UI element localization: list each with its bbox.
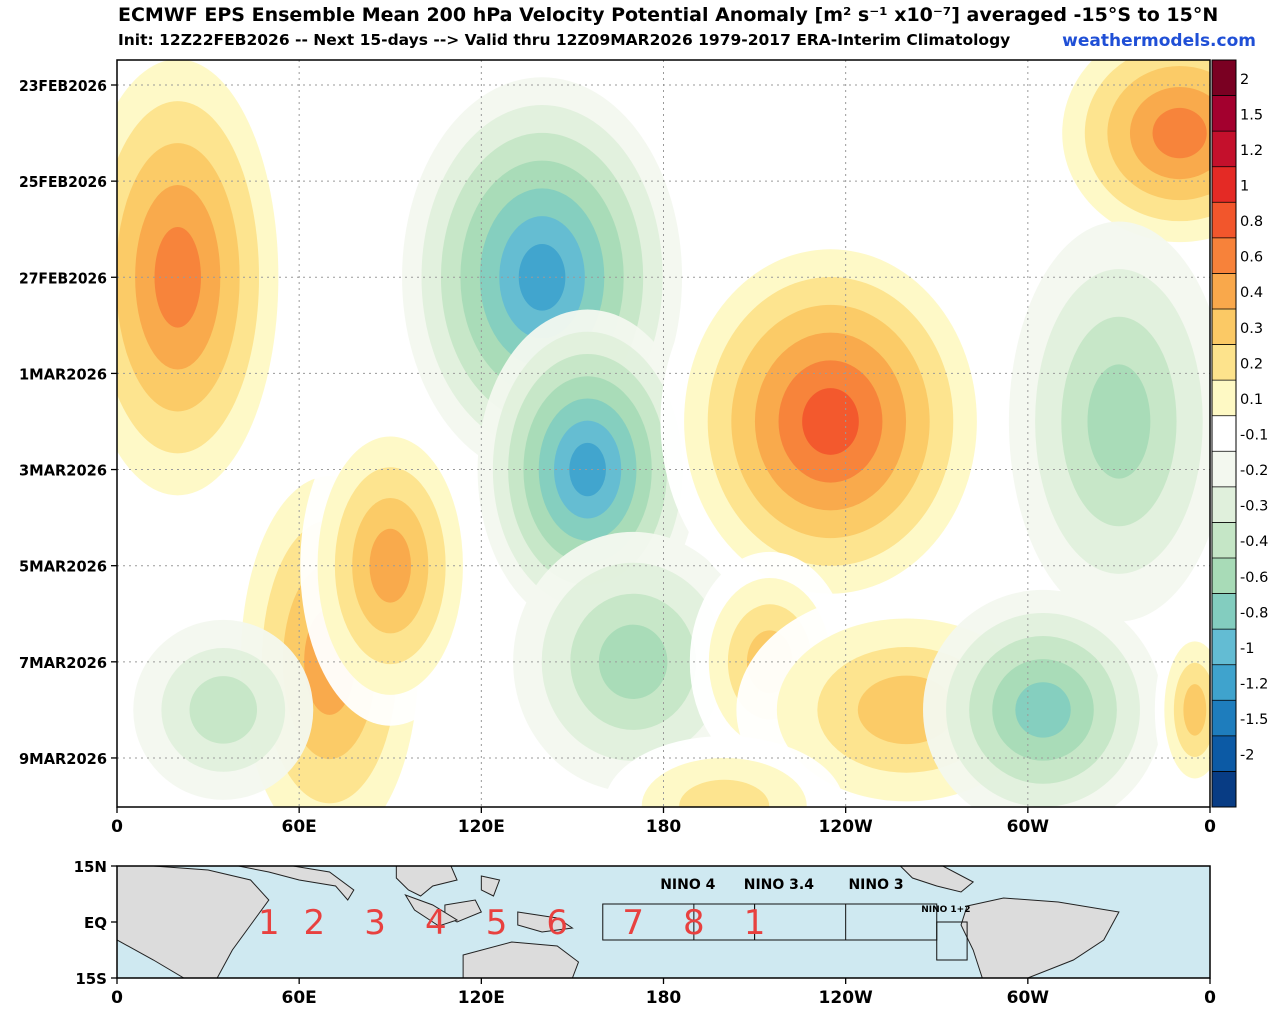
nino-region-label: NINO 3.4 [744,877,814,893]
land-mass [480,875,501,897]
mjo-phase-label: 2 [304,903,326,943]
colorbar-swatch [1212,593,1236,630]
chart-subtitle: Init: 12Z22FEB2026 -- Next 15-days --> V… [118,31,1011,49]
colorbar-label: 0.2 [1240,356,1263,372]
colorbar-swatch [1212,629,1236,666]
colorbar-swatch [1212,735,1236,772]
map-lon-label: 0 [1204,988,1216,1008]
colorbar-label: 0.6 [1240,250,1263,266]
map-lon-label: 0 [111,988,123,1008]
colorbar-label: -0.2 [1240,463,1268,479]
x-tick-label: 60E [282,817,317,837]
x-tick-label: 0 [1204,817,1216,837]
mjo-phase-label: 1 [258,903,280,943]
colorbar-swatch [1212,486,1236,523]
mjo-phase-label: 1 [744,903,766,943]
colorbar-label: -1.5 [1240,712,1268,728]
colorbar-swatch [1212,522,1236,559]
colorbar-label: 0.8 [1240,214,1263,230]
colorbar-swatch [1212,771,1236,808]
colorbar-label: -0.4 [1240,534,1268,550]
colorbar-swatch [1212,273,1236,310]
land-mass [404,894,459,927]
y-tick-label: 25FEB2026 [19,173,107,191]
map-lat-label: EQ [84,914,107,932]
colorbar-swatch [1212,131,1236,168]
land-mass [395,865,458,897]
nino-region-label: NINO 4 [660,877,715,893]
map-lon-label: 60W [1007,988,1050,1008]
map-lon-label: 60E [282,988,317,1008]
colorbar-swatch [1212,415,1236,452]
nino-region-label: NINO 1+2 [921,905,970,915]
map-lat-label: 15N [74,858,107,876]
chart-title: ECMWF EPS Ensemble Mean 200 hPa Velocity… [118,4,1219,26]
y-tick-label: 7MAR2026 [19,654,107,672]
colorbar-label: 0.4 [1240,285,1263,301]
map-lon-label: 120W [819,988,873,1008]
x-tick-label: 120E [458,817,505,837]
map-lon-label: 120E [458,988,505,1008]
colorbar-label: 0.1 [1240,392,1263,408]
colorbar-label: -0.8 [1240,605,1268,621]
colorbar-swatch [1212,700,1236,737]
y-tick-label: 5MAR2026 [19,558,107,576]
land-mass [517,911,574,933]
y-tick-label: 3MAR2026 [19,462,107,480]
y-tick-label: 1MAR2026 [19,365,107,383]
x-tick-label: 0 [111,817,123,837]
mjo-phase-label: 7 [622,903,644,943]
colorbar-label: -0.6 [1240,570,1268,586]
colorbar-label: 1 [1240,179,1249,195]
land-mass [116,865,270,979]
colorbar-swatch [1212,451,1236,488]
map-lat-label: 15S [75,970,107,988]
mjo-phase-label: 4 [425,903,447,943]
site-credit: weathermodels.com [1062,31,1256,51]
colorbar-swatch [1212,202,1236,239]
colorbar-swatch [1212,664,1236,701]
colorbar-label: 0.3 [1240,321,1263,337]
colorbar-swatch [1212,237,1236,274]
colorbar-label: -0.1 [1240,428,1268,444]
colorbar-swatch [1212,166,1236,203]
y-tick-label: 27FEB2026 [19,269,107,287]
mjo-phase-label: 6 [546,903,568,943]
colorbar-label: 1.2 [1240,143,1263,159]
nino-region-label: NINO 3 [848,877,903,893]
colorbar-label: 2 [1240,72,1249,88]
x-tick-label: 60W [1007,817,1050,837]
colorbar-label: -0.3 [1240,499,1268,515]
y-tick-label: 23FEB2026 [19,77,107,95]
land-mass [960,897,1120,979]
colorbar-swatch [1212,309,1236,346]
mjo-phase-label: 3 [364,903,386,943]
colorbar-label: -2 [1240,748,1254,764]
x-tick-label: 120W [819,817,873,837]
colorbar-swatch [1212,60,1236,97]
mjo-phase-label: 8 [683,903,705,943]
colorbar-swatch [1212,344,1236,381]
colorbar-label: -1 [1240,641,1254,657]
map-lon-label: 180 [646,988,682,1008]
colorbar-swatch [1212,380,1236,417]
colorbar-swatch [1212,558,1236,595]
x-tick-label: 180 [646,817,682,837]
colorbar-label: 1.5 [1240,107,1263,123]
nino-box [936,921,968,961]
land-mass [238,865,355,901]
mjo-phase-label: 5 [486,903,508,943]
colorbar-swatch [1212,95,1236,132]
colorbar-label: -1.2 [1240,677,1268,693]
y-tick-label: 9MAR2026 [19,750,107,768]
